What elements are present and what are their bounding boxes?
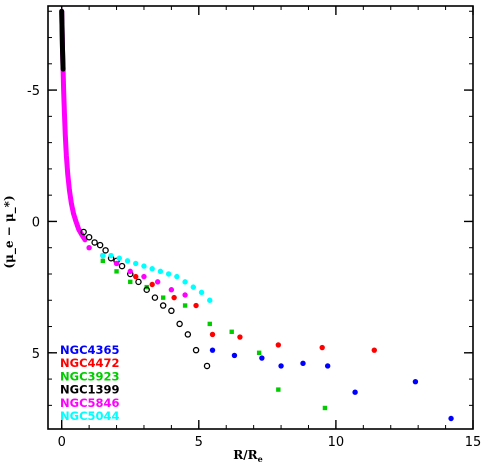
data-point xyxy=(100,252,106,259)
data-point xyxy=(86,245,92,251)
data-point xyxy=(275,342,282,348)
data-point xyxy=(113,260,120,267)
data-point xyxy=(209,347,216,353)
data-point xyxy=(182,279,188,285)
data-point xyxy=(256,350,262,356)
data-point xyxy=(85,233,93,241)
data-point xyxy=(118,262,126,270)
data-point xyxy=(300,360,306,367)
data-point xyxy=(412,379,419,385)
data-point xyxy=(143,286,150,294)
data-point xyxy=(141,263,147,269)
data-point xyxy=(190,284,197,290)
data-point xyxy=(209,331,216,338)
data-point xyxy=(174,273,180,280)
data-point xyxy=(149,281,155,288)
data-point xyxy=(237,334,243,340)
legend-entry: NGC5846 xyxy=(60,396,120,410)
x-tick-label: 10 xyxy=(328,435,345,450)
data-point xyxy=(128,279,133,285)
data-point xyxy=(184,331,192,338)
data-point xyxy=(127,268,133,275)
x-tick-label: 0 xyxy=(58,435,66,450)
data-point xyxy=(322,405,328,411)
data-point xyxy=(160,295,166,300)
y-tick-label: 0 xyxy=(32,215,40,230)
data-point xyxy=(278,363,284,369)
data-point xyxy=(182,303,188,308)
data-point xyxy=(448,415,454,422)
data-point xyxy=(114,269,119,274)
data-point xyxy=(231,352,238,359)
data-point xyxy=(91,239,98,246)
tick-labels: 0 5 10 15 -5 0 5 xyxy=(27,84,481,450)
data-point xyxy=(192,346,200,354)
data-point xyxy=(141,273,147,280)
data-point xyxy=(352,389,358,395)
data-points xyxy=(80,228,454,422)
data-point xyxy=(182,292,188,298)
data-point xyxy=(276,387,281,392)
central-profile-core xyxy=(59,8,66,72)
x-axis-title-sub: e xyxy=(258,454,263,464)
data-point xyxy=(319,344,325,351)
x-axis-title-main: R/R xyxy=(233,448,258,462)
legend-entry: NGC3923 xyxy=(60,369,120,383)
data-point xyxy=(176,320,183,328)
y-tick-label: 5 xyxy=(32,347,40,362)
axis-ticks xyxy=(48,6,474,429)
central-profile-line xyxy=(59,8,88,243)
legend-entry: NGC1399 xyxy=(60,383,120,397)
y-axis-title: (μ_e − μ_*) xyxy=(2,195,17,268)
data-point xyxy=(124,258,131,264)
data-point xyxy=(229,329,234,334)
data-point xyxy=(133,273,139,280)
data-point xyxy=(168,307,175,315)
central-profile xyxy=(59,8,88,243)
y-tick-label: -5 xyxy=(27,84,40,99)
legend-entry: NGC5044 xyxy=(60,409,120,423)
data-point xyxy=(324,363,331,369)
data-point xyxy=(108,252,114,259)
data-point xyxy=(259,355,265,361)
data-point xyxy=(371,347,377,353)
legend-entry: NGC4365 xyxy=(60,343,120,357)
legend: NGC4365NGC4472NGC3923NGC1399NGC5846NGC50… xyxy=(60,343,120,423)
data-point xyxy=(116,255,122,261)
data-point xyxy=(159,302,167,309)
data-point xyxy=(149,266,155,272)
data-point xyxy=(151,294,159,301)
data-point xyxy=(135,278,142,286)
data-point xyxy=(203,362,211,370)
data-point xyxy=(96,241,104,249)
data-point xyxy=(207,321,212,327)
x-axis-title: R/Re xyxy=(233,448,262,464)
data-point xyxy=(171,294,177,301)
data-point xyxy=(193,302,199,309)
data-point xyxy=(165,271,172,277)
x-tick-label: 15 xyxy=(465,435,482,450)
x-tick-label: 5 xyxy=(195,435,203,450)
data-point xyxy=(207,297,213,303)
data-point xyxy=(100,258,106,264)
data-point xyxy=(80,228,87,236)
data-point xyxy=(102,247,109,254)
data-point xyxy=(133,260,139,267)
data-point xyxy=(198,289,205,296)
data-point xyxy=(157,268,164,275)
data-point xyxy=(154,279,161,285)
legend-entry: NGC4472 xyxy=(60,356,120,370)
plot-frame xyxy=(47,5,474,430)
data-point xyxy=(168,287,175,293)
